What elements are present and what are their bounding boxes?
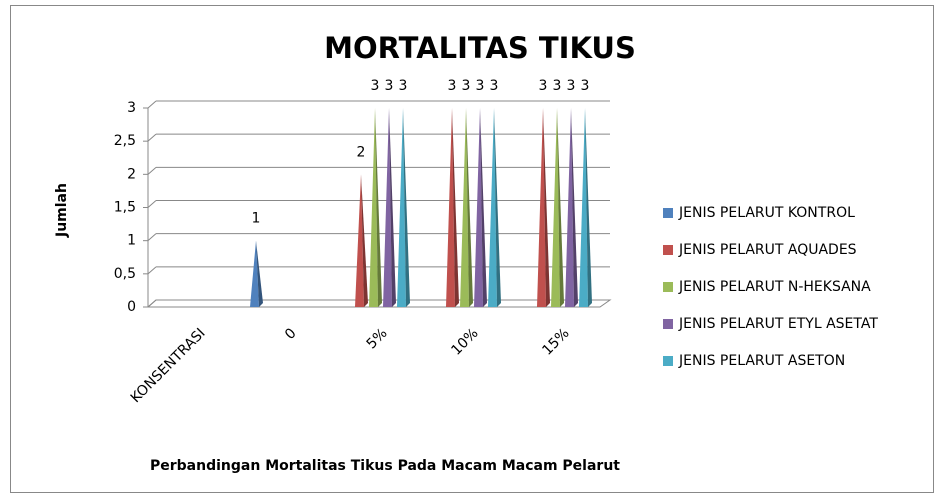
pyramid-bar bbox=[250, 240, 263, 307]
data-label: 3 bbox=[490, 78, 499, 94]
pyramid-side bbox=[571, 108, 578, 307]
pyramid-side bbox=[466, 108, 473, 307]
pyramid-front bbox=[250, 240, 259, 307]
y-tick-label: 2,5 bbox=[114, 133, 136, 149]
legend-swatch bbox=[663, 208, 673, 218]
pyramid-side bbox=[403, 108, 410, 307]
y-tick-label: 3 bbox=[127, 100, 136, 116]
pyramid-side bbox=[375, 108, 382, 307]
pyramid-side bbox=[452, 108, 459, 307]
legend-label: JENIS PELARUT N-HEKSANA bbox=[678, 279, 871, 295]
legend-swatch bbox=[663, 245, 673, 255]
data-label: 3 bbox=[476, 78, 485, 94]
pyramid-bar bbox=[551, 108, 564, 307]
legend-label: JENIS PELARUT ASETON bbox=[678, 353, 845, 369]
pyramid-bar bbox=[474, 108, 487, 307]
chart-border bbox=[10, 5, 934, 493]
pyramid-side bbox=[361, 174, 368, 307]
y-tick-label: 2 bbox=[127, 166, 136, 182]
pyramid-bar bbox=[460, 108, 473, 307]
pyramid-side bbox=[480, 108, 487, 307]
legend-swatch bbox=[663, 282, 673, 292]
pyramid-side bbox=[557, 108, 564, 307]
y-tick-label: 0 bbox=[127, 299, 136, 315]
legend-label: JENIS PELARUT ETYL ASETAT bbox=[678, 316, 878, 332]
grid-line bbox=[147, 266, 157, 275]
pyramid-bar bbox=[383, 108, 396, 307]
x-axis-title: Perbandingan Mortalitas Tikus Pada Macam… bbox=[150, 458, 620, 474]
chart-title: MORTALITAS TIKUS bbox=[324, 31, 636, 65]
y-tick-label: 1 bbox=[127, 233, 136, 249]
data-label: 1 bbox=[252, 211, 261, 227]
pyramid-bar bbox=[488, 108, 501, 307]
data-label: 3 bbox=[567, 78, 576, 94]
data-label: 3 bbox=[385, 78, 394, 94]
data-label: 3 bbox=[581, 78, 590, 94]
grid-line bbox=[147, 200, 157, 208]
legend-label: JENIS PELARUT KONTROL bbox=[678, 205, 855, 221]
pyramid-bar bbox=[355, 174, 368, 307]
data-label: 3 bbox=[399, 78, 408, 94]
data-label: 3 bbox=[371, 78, 380, 94]
pyramid-bar bbox=[397, 108, 410, 307]
data-label: 3 bbox=[553, 78, 562, 94]
data-label: 2 bbox=[357, 144, 366, 160]
legend-swatch bbox=[663, 319, 673, 329]
data-label: 3 bbox=[539, 78, 548, 94]
pyramid-side bbox=[585, 108, 592, 307]
data-label: 3 bbox=[448, 78, 457, 94]
pyramid-bar bbox=[537, 108, 550, 307]
grid-line bbox=[147, 233, 157, 242]
pyramid-side bbox=[256, 240, 263, 307]
pyramid-bar bbox=[369, 108, 382, 307]
pyramid-front bbox=[355, 174, 364, 307]
pyramid-side bbox=[389, 108, 396, 307]
data-label: 3 bbox=[462, 78, 471, 94]
legend-label: JENIS PELARUT AQUADES bbox=[678, 242, 857, 258]
pyramid-bar bbox=[565, 108, 578, 307]
pyramid-side bbox=[494, 108, 501, 307]
pyramid-side bbox=[543, 108, 550, 307]
grid-line bbox=[147, 100, 157, 109]
pyramid-bar bbox=[579, 108, 592, 307]
grid-line bbox=[147, 166, 157, 175]
y-tick-label: 1,5 bbox=[114, 200, 136, 216]
grid-line bbox=[147, 299, 157, 308]
grid-line bbox=[147, 133, 157, 142]
y-axis-title: Jumlah bbox=[54, 183, 70, 238]
legend-swatch bbox=[663, 356, 673, 366]
y-tick-label: 0,5 bbox=[114, 266, 136, 282]
pyramid-bar bbox=[446, 108, 459, 307]
